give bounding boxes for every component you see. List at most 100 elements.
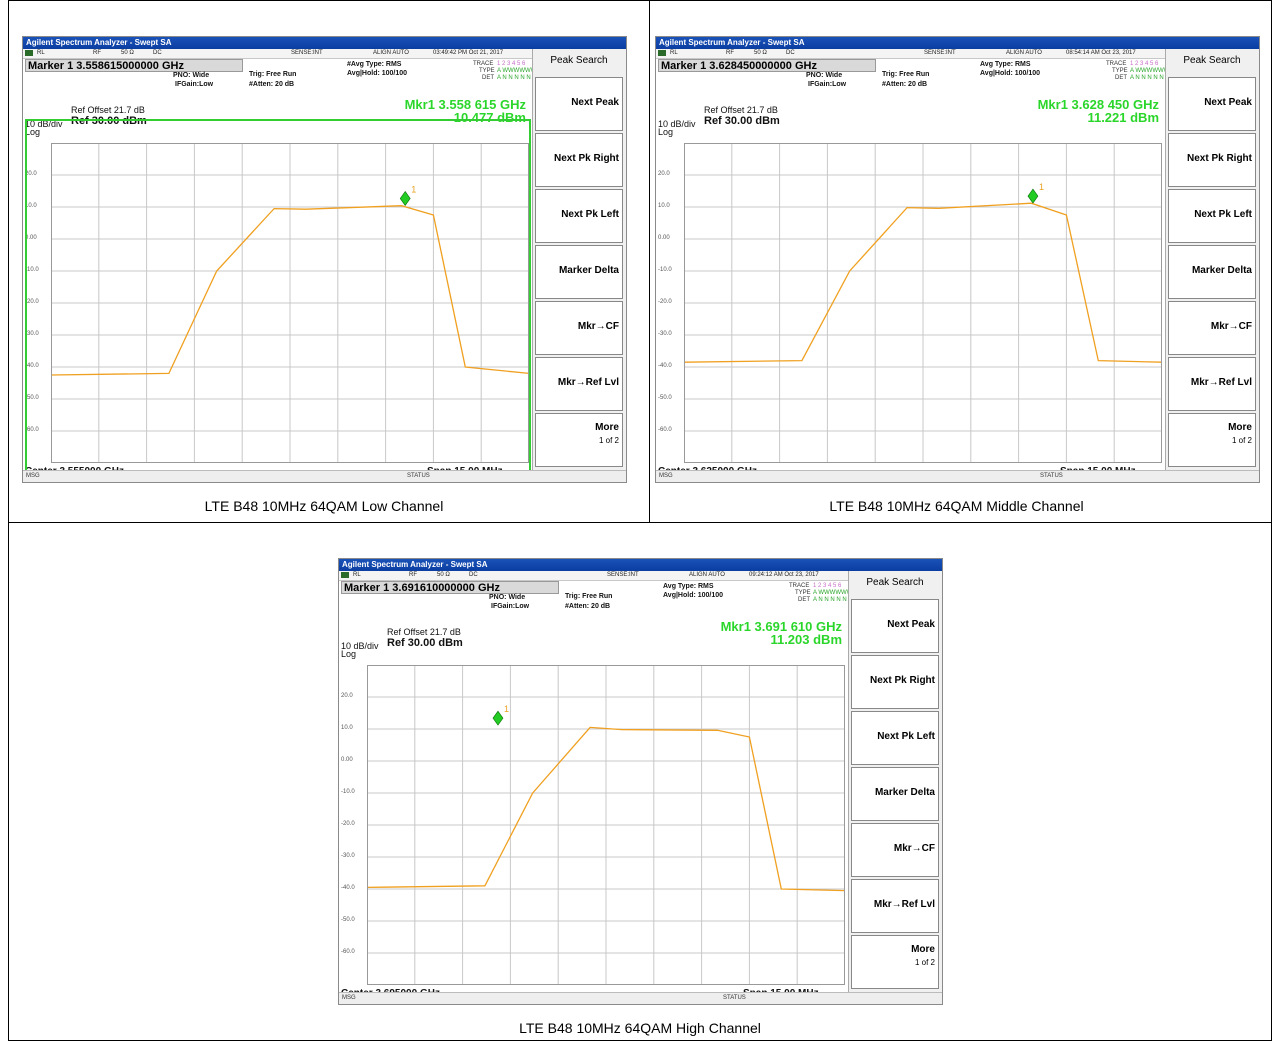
- status-label: STATUS: [723, 995, 746, 1001]
- y-tick-label: -50.0: [341, 917, 355, 923]
- marker-number: 1: [1039, 182, 1044, 192]
- next-pk-right-button-label: Next Pk Right: [553, 153, 619, 164]
- status-timestamp: 03:49:42 PM Oct 21, 2017: [433, 50, 504, 56]
- msg-label: MSG: [342, 995, 356, 1001]
- more-button[interactable]: More 1 of 2: [535, 413, 623, 467]
- marker-frequency: Mkr1 3.558 615 GHz: [404, 97, 526, 112]
- mkr-to-cf-button[interactable]: Mkr→CF: [535, 301, 623, 355]
- status-status-ohm: 50 Ω: [437, 572, 450, 578]
- type-values: A WWWWWW: [813, 590, 853, 596]
- next-pk-left-button-label: Next Pk Left: [561, 209, 619, 220]
- mkr-to-cf-button[interactable]: Mkr→CF: [851, 823, 939, 877]
- ifgain-setting: IFGain:Low: [808, 81, 847, 88]
- y-tick-label: -60.0: [25, 427, 39, 433]
- status-bar: RL RF 50 Ω DC SENSE:INT ALIGN AUTO 03:49:42 PM…: [23, 49, 533, 59]
- softkey-title-peak-search: Peak Search: [851, 571, 939, 595]
- atten-setting: #Atten: 20 dB: [882, 81, 928, 88]
- caption-high: LTE B48 10MHz 64QAM High Channel: [519, 1020, 761, 1036]
- next-peak-button[interactable]: Next Peak: [1168, 77, 1256, 131]
- more-button-page: 1 of 2: [1231, 436, 1252, 445]
- window-title: Agilent Spectrum Analyzer - Swept SA: [23, 37, 626, 49]
- pno-setting: PNO: Wide: [489, 594, 526, 601]
- trigger-setting: Trig: Free Run: [249, 71, 297, 78]
- trace-label: TRACE: [789, 583, 810, 589]
- marker-diamond-icon[interactable]: [492, 710, 504, 726]
- next-pk-right-button[interactable]: Next Pk Right: [535, 133, 623, 187]
- softkey-panel: Peak Search Next Peak Next Pk Right Next Pk…: [532, 49, 626, 473]
- marker-delta-button[interactable]: Marker Delta: [535, 245, 623, 299]
- more-button-label: More: [911, 944, 935, 955]
- app-icon: [341, 572, 349, 578]
- mkr-to-cf-button[interactable]: Mkr→CF: [1168, 301, 1256, 355]
- marker-delta-button[interactable]: Marker Delta: [851, 767, 939, 821]
- scale-per-div: 10 dB/div: [341, 641, 379, 651]
- trigger-setting: Trig: Free Run: [565, 593, 613, 600]
- det-values: A N N N N N: [813, 597, 847, 603]
- status-status-ohm: 50 Ω: [754, 50, 767, 56]
- mkr-to-ref-lvl-button[interactable]: Mkr→Ref Lvl: [851, 879, 939, 933]
- status-status-rf: RF: [726, 50, 734, 56]
- y-tick-label: 0.00: [25, 235, 37, 241]
- avg-type: Avg Type: RMS: [663, 583, 714, 590]
- y-tick-label: 10.0: [658, 203, 670, 209]
- status-status-ohm: 50 Ω: [121, 50, 134, 56]
- det-label: DET: [1115, 75, 1127, 81]
- log-label: Log: [341, 649, 357, 659]
- trace-values: 1 2 3 4 5 6: [1130, 61, 1159, 67]
- status-status-dc: DC: [153, 50, 162, 56]
- avg-hold: Avg|Hold: 100/100: [663, 592, 724, 599]
- type-label: TYPE: [479, 68, 495, 74]
- next-pk-right-button-label: Next Pk Right: [869, 675, 935, 686]
- status-status-rf: RF: [93, 50, 101, 56]
- more-button[interactable]: More 1 of 2: [851, 935, 939, 989]
- mkr-to-ref-lvl-button[interactable]: Mkr→Ref Lvl: [535, 357, 623, 411]
- y-tick-label: -40.0: [341, 885, 355, 891]
- next-pk-left-button[interactable]: Next Pk Left: [851, 711, 939, 765]
- mkr-to-ref-lvl-button-label: Mkr→Ref Lvl: [873, 899, 935, 910]
- more-button[interactable]: More 1 of 2: [1168, 413, 1256, 467]
- reference-level: Ref 30.00 dBm: [71, 115, 147, 127]
- message-bar: MSG STATUS: [339, 992, 942, 1004]
- mkr-to-cf-button-label: Mkr→CF: [893, 843, 935, 854]
- marker-delta-button[interactable]: Marker Delta: [1168, 245, 1256, 299]
- y-tick-label: -10.0: [25, 267, 39, 273]
- marker-level: 10.477 dBm: [453, 110, 526, 125]
- next-pk-left-button[interactable]: Next Pk Left: [535, 189, 623, 243]
- next-pk-right-button[interactable]: Next Pk Right: [851, 655, 939, 709]
- spectrum-analyzer-window: Agilent Spectrum Analyzer - Swept SA RL RF…: [655, 36, 1260, 483]
- log-label: Log: [658, 127, 674, 137]
- status-bar: RL RF 50 Ω DC SENSE:INT ALIGN AUTO 09:24:12 AM…: [339, 571, 849, 581]
- msg-label: MSG: [659, 473, 673, 479]
- mkr-to-ref-lvl-button[interactable]: Mkr→Ref Lvl: [1168, 357, 1256, 411]
- spectrum-plot: 1: [683, 143, 1163, 463]
- reference-level: Ref 30.00 dBm: [387, 637, 463, 649]
- softkey-title-peak-search-label: Peak Search: [550, 55, 608, 66]
- next-pk-left-button[interactable]: Next Pk Left: [1168, 189, 1256, 243]
- y-tick-label: -50.0: [25, 395, 39, 401]
- marker-readout-field[interactable]: Marker 1 3.628450000000 GHz: [658, 59, 876, 72]
- next-pk-right-button[interactable]: Next Pk Right: [1168, 133, 1256, 187]
- marker-readout-field[interactable]: Marker 1 3.691610000000 GHz: [341, 581, 559, 594]
- det-values: A N N N N N: [1130, 75, 1164, 81]
- marker-diamond-icon[interactable]: [399, 190, 411, 206]
- marker-diamond-icon[interactable]: [1027, 188, 1039, 204]
- spectrum-graph: 1: [683, 143, 1163, 463]
- det-label: DET: [482, 75, 494, 81]
- next-peak-button[interactable]: Next Peak: [535, 77, 623, 131]
- mkr-to-ref-lvl-button-label: Mkr→Ref Lvl: [557, 377, 619, 388]
- scale-per-div: 10 dB/div: [658, 119, 696, 129]
- y-tick-label: -30.0: [341, 853, 355, 859]
- next-peak-button[interactable]: Next Peak: [851, 599, 939, 653]
- status-bar: RL RF 50 Ω DC SENSE:INT ALIGN AUTO 08:54:14 AM…: [656, 49, 1166, 59]
- pno-setting: PNO: Wide: [173, 72, 210, 79]
- status-status-align: ALIGN AUTO: [373, 50, 409, 56]
- y-tick-label: -60.0: [341, 949, 355, 955]
- caption-low: LTE B48 10MHz 64QAM Low Channel: [204, 498, 444, 514]
- trace-label: TRACE: [473, 61, 494, 67]
- caption-middle: LTE B48 10MHz 64QAM Middle Channel: [829, 498, 1084, 514]
- marker-readout-field[interactable]: Marker 1 3.558615000000 GHz: [25, 59, 243, 72]
- trigger-setting: Trig: Free Run: [882, 71, 930, 78]
- window-title: Agilent Spectrum Analyzer - Swept SA: [656, 37, 1259, 49]
- y-tick-label: 20.0: [658, 171, 670, 177]
- y-tick-label: -40.0: [25, 363, 39, 369]
